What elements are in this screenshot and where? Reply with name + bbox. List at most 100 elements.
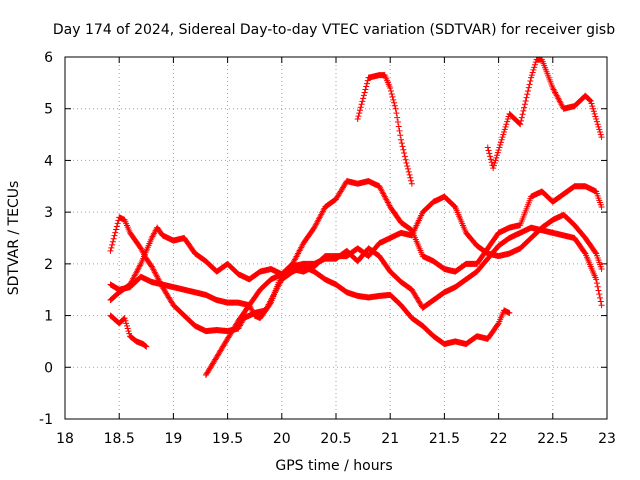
x-tick-label: 20 — [273, 431, 291, 447]
data-point — [525, 84, 532, 91]
data-point — [587, 97, 594, 104]
series-trace-7 — [484, 56, 605, 172]
data-point — [591, 110, 598, 117]
x-tick-label: 21.5 — [429, 431, 460, 447]
data-point — [387, 85, 394, 92]
data-point — [395, 123, 402, 130]
data-point — [598, 203, 605, 210]
data-point — [487, 156, 494, 163]
data-point — [357, 107, 364, 114]
data-point — [398, 136, 405, 143]
y-tick-label: 6 — [44, 50, 53, 66]
data-point — [406, 171, 413, 178]
data-point — [396, 127, 403, 134]
data-point — [520, 107, 527, 114]
data-point — [363, 83, 370, 90]
x-tick-label: 22 — [490, 431, 508, 447]
data-point — [597, 298, 604, 305]
data-point — [523, 94, 530, 101]
data-point — [521, 101, 528, 108]
x-axis-label: GPS time / hours — [275, 458, 392, 474]
data-point — [593, 118, 600, 125]
marks-layer — [107, 56, 605, 379]
data-point — [399, 143, 406, 150]
data-point — [518, 117, 525, 124]
data-point — [524, 91, 531, 98]
series-trace-5 — [202, 193, 605, 379]
data-point — [405, 168, 412, 175]
data-point — [598, 266, 605, 273]
data-point — [125, 328, 132, 335]
data-point — [487, 153, 494, 160]
data-point — [596, 126, 603, 133]
data-point — [121, 315, 128, 322]
data-point — [360, 92, 367, 99]
data-point — [405, 165, 412, 172]
data-point — [595, 123, 602, 130]
data-point — [363, 80, 370, 87]
data-point — [529, 69, 536, 76]
data-point — [501, 126, 508, 133]
data-point — [107, 247, 114, 254]
data-point — [506, 309, 513, 316]
data-point — [122, 317, 129, 324]
data-point — [498, 136, 505, 143]
series-trace-1 — [107, 312, 150, 350]
data-point — [388, 90, 395, 97]
data-point — [484, 144, 491, 151]
data-point — [400, 146, 407, 153]
data-point — [531, 61, 538, 68]
data-point — [598, 134, 605, 141]
data-point — [113, 226, 120, 233]
data-point — [496, 144, 503, 151]
data-point — [126, 330, 133, 337]
data-point — [394, 119, 401, 126]
data-point — [521, 104, 528, 111]
data-point — [503, 121, 510, 128]
y-tick-label: 0 — [44, 360, 53, 376]
data-point — [391, 102, 398, 109]
data-point — [595, 287, 602, 294]
data-point — [108, 244, 115, 251]
data-point — [530, 66, 537, 73]
data-point — [590, 105, 597, 112]
data-point — [109, 241, 116, 248]
data-point — [408, 177, 415, 184]
data-point — [114, 220, 121, 227]
data-point — [391, 99, 398, 106]
data-point — [486, 150, 493, 157]
data-point — [522, 97, 529, 104]
data-point — [403, 160, 410, 167]
data-point — [519, 111, 526, 118]
data-point — [596, 291, 603, 298]
plot-frame — [64, 56, 608, 420]
data-point — [394, 114, 401, 121]
data-point — [402, 156, 409, 163]
data-point — [398, 140, 405, 147]
data-point — [142, 342, 149, 349]
data-point — [588, 100, 595, 107]
data-point — [113, 223, 120, 230]
data-point — [589, 103, 596, 110]
data-point — [361, 89, 368, 96]
data-point — [109, 238, 116, 245]
y-tick-label: 5 — [44, 102, 53, 118]
data-point — [592, 113, 599, 120]
series-trace-6 — [354, 72, 415, 187]
x-tick-label: 22.5 — [537, 431, 568, 447]
data-point — [495, 147, 502, 154]
y-tick-label: -1 — [39, 412, 53, 428]
chart-title: Day 174 of 2024, Sidereal Day-to-day VTE… — [53, 22, 615, 38]
data-point — [143, 343, 150, 350]
data-point — [594, 283, 601, 290]
data-point — [485, 147, 492, 154]
data-point — [362, 86, 369, 93]
data-point — [597, 131, 604, 138]
data-point — [357, 104, 364, 111]
x-tick-label: 20.5 — [320, 431, 351, 447]
data-point — [593, 116, 600, 123]
data-point — [408, 180, 415, 187]
data-point — [267, 300, 274, 307]
